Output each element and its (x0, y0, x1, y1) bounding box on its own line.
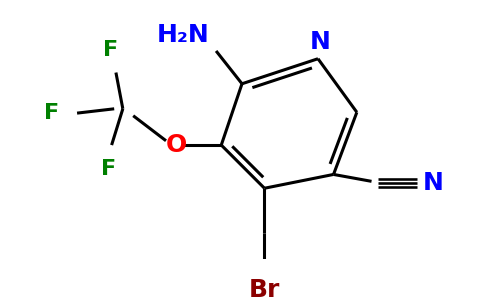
Text: N: N (423, 171, 443, 195)
Text: N: N (309, 29, 330, 53)
Text: H₂N: H₂N (156, 23, 209, 47)
Text: O: O (166, 133, 187, 157)
Text: Br: Br (249, 278, 280, 300)
Text: F: F (101, 159, 116, 179)
Text: F: F (44, 103, 59, 123)
Text: F: F (103, 40, 118, 60)
